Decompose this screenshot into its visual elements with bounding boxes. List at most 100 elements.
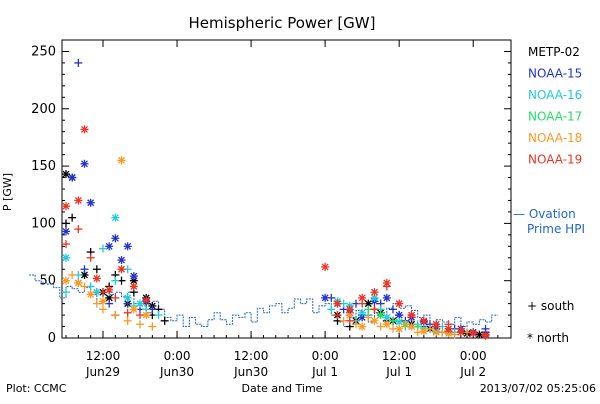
ovation-series-line xyxy=(29,274,498,327)
noaa-15-north-mark-d2 xyxy=(105,242,113,250)
noaa-19-north-mark-d2 xyxy=(321,263,329,271)
noaa-16-north-mark-d2 xyxy=(62,254,70,262)
noaa-16-north-mark-d2 xyxy=(358,309,366,317)
noaa-16-north-point xyxy=(123,293,132,302)
x-tick-sublabel: Jun29 xyxy=(85,365,120,379)
noaa-19-north-point xyxy=(358,293,367,302)
noaa-17-north-mark-d2 xyxy=(377,311,385,319)
noaa-18-north-point xyxy=(419,327,428,336)
noaa-15-north-mark-d2 xyxy=(81,160,88,168)
noaa-16-north-mark-d2 xyxy=(395,318,403,326)
noaa-19-north-mark-d2 xyxy=(142,296,150,304)
y-tick-label: 100 xyxy=(31,216,56,231)
legend-entry-noaa-15: NOAA-15 xyxy=(528,67,582,81)
noaa-16-north-point xyxy=(111,213,120,222)
noaa-16-north-point xyxy=(358,308,367,317)
noaa-16-north-mark-d2 xyxy=(124,294,132,302)
legend: METP-02 NOAA-15 NOAA-16 NOAA-17 NOAA-18 NOAA-… xyxy=(528,45,582,167)
noaa-15-north-point xyxy=(395,311,404,320)
noaa-16-south-point xyxy=(111,276,120,285)
plot-area-frame xyxy=(61,39,512,339)
x-tick-label: 12:00 xyxy=(234,349,269,363)
noaa-15-south-point xyxy=(74,58,83,67)
noaa-15-north-mark-d2 xyxy=(130,272,138,280)
ovation-legend-label-line2: Prime HPI xyxy=(527,222,585,236)
noaa-15-north-point xyxy=(129,272,138,281)
x-tick-label: 0:00 xyxy=(460,349,487,363)
noaa-18-north-mark-d2 xyxy=(432,328,440,336)
noaa-19-north-mark-d2 xyxy=(445,325,452,333)
x-axis-label: Date and Time xyxy=(242,382,323,395)
noaa-18-north-mark-d2 xyxy=(74,279,82,287)
noaa-19-north-point xyxy=(321,262,330,271)
noaa-18-south-point xyxy=(136,320,145,329)
noaa-18-north-point xyxy=(395,324,404,333)
noaa-19-south-point xyxy=(370,305,379,314)
legend-entry-noaa-18: NOAA-18 xyxy=(528,131,582,145)
noaa-18-south-point xyxy=(148,322,157,331)
metp-02-north-mark-d2 xyxy=(475,331,483,339)
chart-title: Hemispheric Power [GW] xyxy=(189,14,376,32)
noaa-18-north-point xyxy=(407,322,416,331)
noaa-18-south-point xyxy=(80,282,89,291)
noaa-18-north-point xyxy=(99,297,107,306)
noaa-18-north-mark-d2 xyxy=(118,156,125,164)
noaa-15-north-mark-d2 xyxy=(321,294,329,302)
noaa-18-north-point xyxy=(61,276,70,285)
metp-02-south-point xyxy=(160,316,169,325)
noaa-19-north-mark-d2 xyxy=(395,300,403,308)
noaa-18-south-point xyxy=(111,311,120,320)
noaa-15-south-point xyxy=(388,305,397,314)
noaa-19-north-mark-d2 xyxy=(93,274,101,282)
legend-entry-noaa-16: NOAA-16 xyxy=(528,88,582,102)
noaa-19-north-point xyxy=(481,331,490,340)
noaa-18-south-point xyxy=(99,305,107,314)
noaa-18-south-point xyxy=(450,330,459,339)
noaa-19-north-mark-d2 xyxy=(358,294,366,302)
x-tick-label: 0:00 xyxy=(312,349,339,363)
noaa-15-north-point xyxy=(105,242,114,251)
noaa-18-south-point xyxy=(413,328,422,337)
noaa-15-north-mark-d2 xyxy=(124,242,132,250)
noaa-16-north-mark-d2 xyxy=(111,214,119,222)
noaa-15-north-point xyxy=(80,159,89,168)
noaa-19-north-point xyxy=(333,299,342,308)
noaa-16-north-mark-d2 xyxy=(371,294,378,302)
noaa-15-north-point xyxy=(61,227,70,236)
noaa-19-south-point xyxy=(333,311,342,320)
noaa-19-south-point xyxy=(111,293,120,302)
noaa-15-north-point xyxy=(382,293,391,302)
noaa-15-north-point xyxy=(321,293,330,302)
noaa-16-south-point xyxy=(154,311,163,320)
legend-entry-noaa-19: NOAA-19 xyxy=(528,153,582,167)
ovation-layer xyxy=(29,274,498,327)
x-tick-label: 0:00 xyxy=(164,349,191,363)
metp-02-north-mark-d2 xyxy=(62,170,70,178)
noaa-18-north-mark-d2 xyxy=(130,305,138,313)
plot-timestamp: 2013/07/02 05:25:06 xyxy=(480,382,596,395)
noaa-18-north-mark-d2 xyxy=(62,277,70,285)
noaa-19-north-mark-d2 xyxy=(457,328,465,336)
noaa-16-north-mark-d2 xyxy=(383,313,391,321)
legend-entry-noaa-17: NOAA-17 xyxy=(528,110,582,124)
noaa-19-north-point xyxy=(80,125,89,134)
noaa-19-north-mark-d2 xyxy=(105,286,113,294)
noaa-18-north-point xyxy=(129,305,138,314)
legend-entry-metp-02: METP-02 xyxy=(528,45,580,59)
noaa-15-north-point xyxy=(123,242,132,251)
noaa-16-north-point xyxy=(370,293,379,302)
noaa-19-north-point xyxy=(469,329,478,338)
noaa-15-north-mark-d2 xyxy=(395,311,403,319)
noaa-19-north-mark-d2 xyxy=(383,279,391,287)
noaa-15-north-point xyxy=(117,256,126,265)
noaa-19-north-point xyxy=(456,328,465,337)
noaa-19-north-point xyxy=(419,316,428,325)
noaa-19-north-point xyxy=(345,305,354,314)
noaa-19-north-mark-d2 xyxy=(74,197,82,204)
metp-02-south-point xyxy=(61,219,70,228)
noaa-15-north-mark-d2 xyxy=(87,199,95,207)
metp-02-south-point xyxy=(68,213,77,222)
metp-02-north-mark-d2 xyxy=(364,300,372,308)
noaa-18-north-mark-d2 xyxy=(87,290,95,298)
